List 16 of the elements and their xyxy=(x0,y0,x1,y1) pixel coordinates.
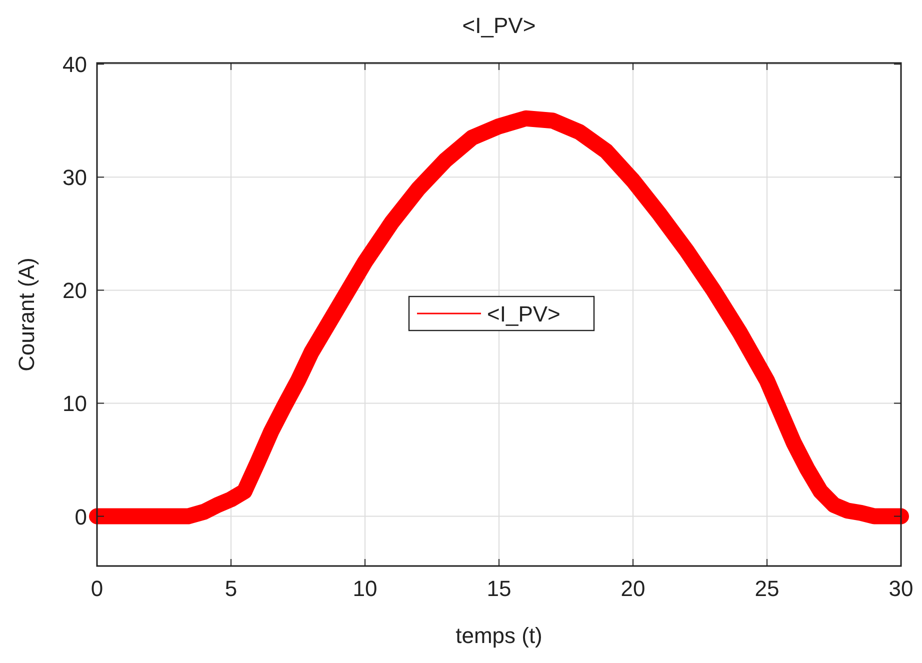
x-tick-label: 5 xyxy=(224,576,238,601)
x-tick-label: 0 xyxy=(90,576,104,601)
x-tick-label: 15 xyxy=(486,576,512,601)
chart-title: <I_PV> xyxy=(462,13,536,38)
y-tick-label: 20 xyxy=(62,278,87,304)
x-tick-label: 30 xyxy=(888,576,914,601)
x-tick-label: 10 xyxy=(352,576,378,601)
y-axis-title: Courant (A) xyxy=(14,258,39,372)
legend-label: <I_PV> xyxy=(487,302,560,326)
y-tick-label: 10 xyxy=(62,391,87,416)
y-tick-label: 30 xyxy=(62,165,87,190)
x-tick-label: 25 xyxy=(754,576,780,601)
x-tick-label: 20 xyxy=(620,576,646,601)
x-axis-title: temps (t) xyxy=(456,623,542,648)
y-tick-label: 0 xyxy=(74,504,87,530)
y-tick-label: 40 xyxy=(62,52,87,78)
